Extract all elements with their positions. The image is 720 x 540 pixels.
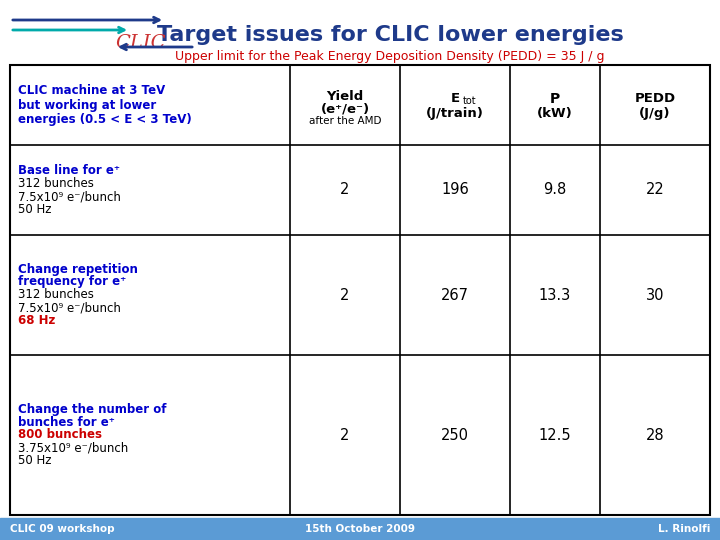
Text: 312 bunches: 312 bunches (18, 177, 94, 190)
Text: P: P (550, 92, 560, 106)
Text: 50 Hz: 50 Hz (18, 455, 52, 468)
Text: 312 bunches: 312 bunches (18, 288, 94, 301)
Text: (e⁺/e⁻): (e⁺/e⁻) (320, 103, 369, 116)
Text: 7.5x10⁹ e⁻/bunch: 7.5x10⁹ e⁻/bunch (18, 301, 121, 314)
Text: tot: tot (463, 96, 477, 106)
Text: 13.3: 13.3 (539, 287, 571, 302)
Text: 2: 2 (341, 287, 350, 302)
Text: CLIC 09 workshop: CLIC 09 workshop (10, 524, 114, 534)
Text: (kW): (kW) (537, 106, 573, 119)
Text: 28: 28 (646, 428, 665, 442)
Text: CLIC: CLIC (115, 34, 166, 52)
Text: 2: 2 (341, 428, 350, 442)
Text: 30: 30 (646, 287, 665, 302)
Text: frequency for e⁺: frequency for e⁺ (18, 275, 126, 288)
Text: 196: 196 (441, 183, 469, 198)
Text: Base line for e⁺: Base line for e⁺ (18, 164, 120, 177)
Text: but working at lower: but working at lower (18, 98, 156, 111)
Text: Change the number of: Change the number of (18, 402, 166, 415)
Text: energies (0.5 < E < 3 TeV): energies (0.5 < E < 3 TeV) (18, 112, 192, 125)
Text: 22: 22 (646, 183, 665, 198)
Text: 9.8: 9.8 (544, 183, 567, 198)
Text: CLIC machine at 3 TeV: CLIC machine at 3 TeV (18, 84, 166, 98)
Text: PEDD: PEDD (634, 92, 675, 105)
Text: 267: 267 (441, 287, 469, 302)
Text: 2: 2 (341, 183, 350, 198)
Text: Yield: Yield (326, 91, 364, 104)
Text: Change repetition: Change repetition (18, 262, 138, 275)
Text: 3.75x10⁹ e⁻/bunch: 3.75x10⁹ e⁻/bunch (18, 442, 128, 455)
Bar (10, 65, 710, 515)
Text: (J/g): (J/g) (639, 106, 671, 119)
Text: E: E (451, 92, 459, 105)
Text: 50 Hz: 50 Hz (18, 203, 52, 216)
Text: 15th October 2009: 15th October 2009 (305, 524, 415, 534)
Text: 12.5: 12.5 (539, 428, 571, 442)
Text: Target issues for CLIC lower energies: Target issues for CLIC lower energies (157, 25, 624, 45)
Text: bunches for e⁺: bunches for e⁺ (18, 415, 115, 429)
Bar (0, 518, 720, 540)
Text: Upper limit for the Peak Energy Deposition Density (PEDD) = 35 J / g: Upper limit for the Peak Energy Depositi… (175, 50, 605, 63)
Text: 250: 250 (441, 428, 469, 442)
Text: after the AMD: after the AMD (309, 116, 382, 126)
Text: (J/train): (J/train) (426, 106, 484, 119)
Text: 68 Hz: 68 Hz (18, 314, 55, 327)
Text: 7.5x10⁹ e⁻/bunch: 7.5x10⁹ e⁻/bunch (18, 190, 121, 203)
Text: 800 bunches: 800 bunches (18, 429, 102, 442)
Text: L. Rinolfi: L. Rinolfi (657, 524, 710, 534)
